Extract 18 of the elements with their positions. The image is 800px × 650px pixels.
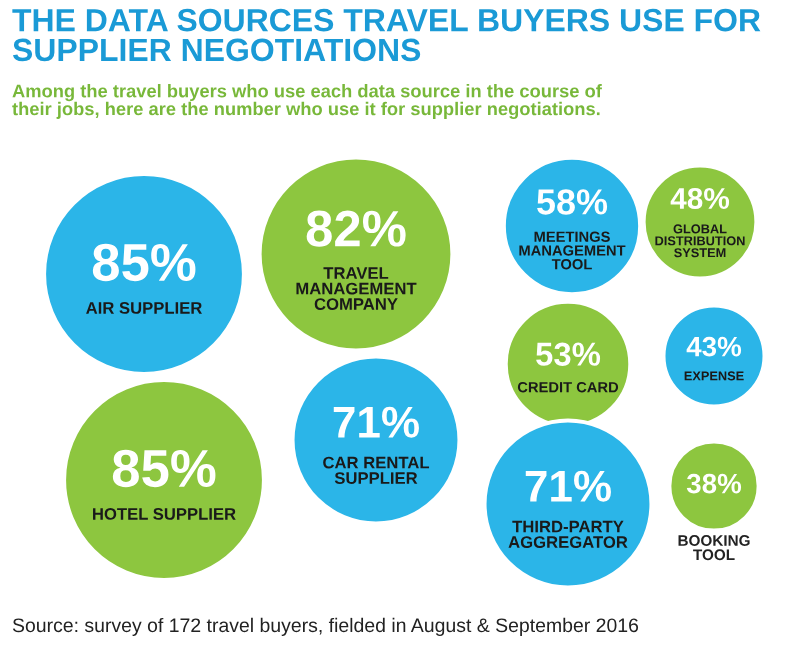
data-label: 48% <box>670 187 730 209</box>
data-label: 71% <box>525 470 611 502</box>
text: THE DATA SOURCES TRAVEL BUYERS USE FOR SUPPLIER NEGOTIATIONS <box>12 8 761 62</box>
text: Among the travel buyers who use each data source in the course of their jobs, here are the number who use it for supplier negotiations. <box>12 84 602 119</box>
data-label: 85% <box>112 449 216 488</box>
data-label: 38% <box>686 473 742 494</box>
data-label: 43% <box>686 336 742 357</box>
data-label: 82% <box>306 210 406 247</box>
category-label: TRAVEL MANAGEMENT COMPANY <box>296 267 417 310</box>
category-label: CAR RENTAL SUPPLIER <box>323 456 430 484</box>
category-label: HOTEL SUPPLIER <box>93 508 236 520</box>
category-label: AIR SUPPLIER <box>86 302 202 314</box>
data-label: 85% <box>92 243 196 282</box>
data-label: 58% <box>537 189 608 215</box>
data-label: 53% <box>536 342 601 366</box>
source-note: Source: survey of 172 travel buyers, fielded in August & September 2016 <box>12 617 639 636</box>
data-label: 71% <box>333 406 419 438</box>
category-label: THIRD-PARTY AGGREGATOR <box>508 520 628 548</box>
